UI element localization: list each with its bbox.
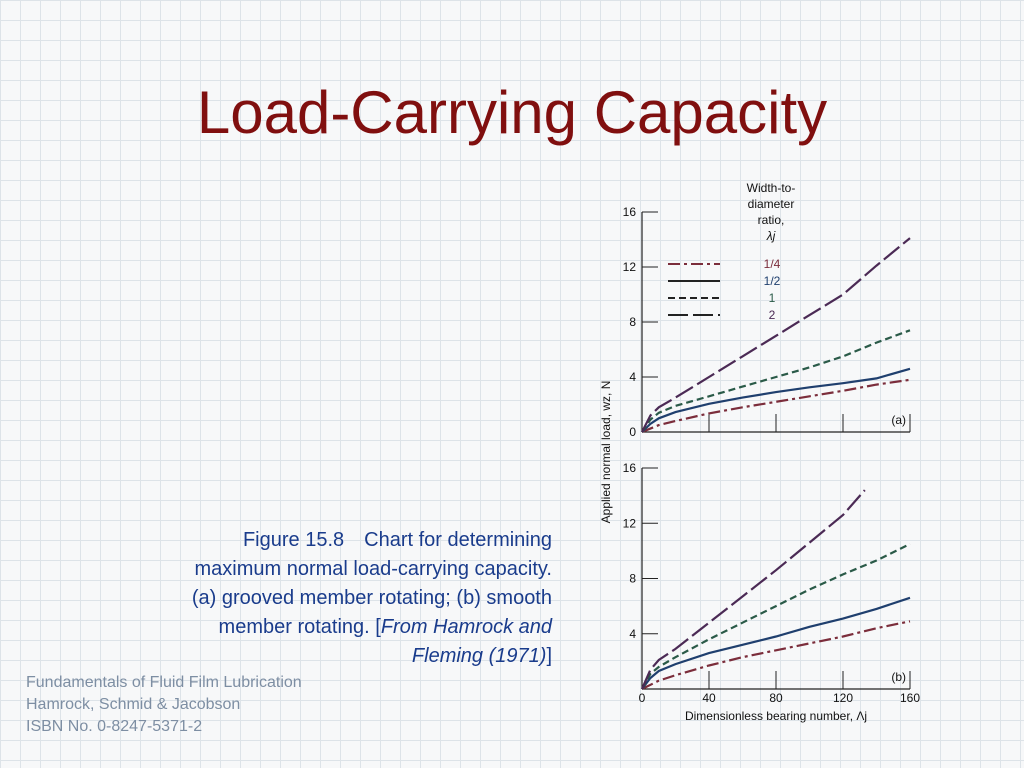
series-line-1: [641, 543, 911, 690]
caption-text: member rotating. [: [218, 616, 381, 638]
caption-bracket: ]: [546, 645, 552, 667]
legend-title: diameter: [748, 197, 795, 211]
x-tick-label: 80: [769, 691, 783, 705]
caption-source: Fleming (1971): [411, 645, 547, 667]
caption-line: Fleming (1971)]: [100, 642, 552, 671]
series-line-1-4: [641, 378, 911, 434]
x-tick-label: 0: [639, 691, 646, 705]
y-tick-label: 0: [629, 425, 636, 439]
x-tick-label: 120: [833, 691, 853, 705]
caption-line: maximum normal load-carrying capacity.: [194, 558, 552, 580]
y-tick-label: 16: [623, 461, 637, 475]
x-axis-label: Dimensionless bearing number, Λj: [685, 709, 867, 723]
series-line-1: [641, 329, 911, 433]
x-tick-label: 160: [900, 691, 920, 705]
footer: Fundamentals of Fluid Film Lubrication H…: [26, 672, 302, 738]
figure-caption: Figure 15.8 Chart for determining maximum…: [100, 526, 552, 671]
legend-title: Width-to-: [747, 181, 796, 195]
legend-label: 2: [769, 308, 776, 322]
caption-text: Chart for determining: [364, 529, 552, 551]
y-tick-label: 16: [623, 205, 637, 219]
footer-book-title: Fundamentals of Fluid Film Lubrication: [26, 674, 302, 691]
caption-line: member rotating. [From Hamrock and: [100, 613, 552, 642]
slide-title: Load-Carrying Capacity: [196, 79, 828, 146]
legend-title: λj: [766, 229, 776, 243]
legend-title: ratio,: [758, 213, 785, 227]
footer-authors: Hamrock, Schmid & Jacobson: [26, 696, 241, 713]
series-line-1-4: [641, 620, 911, 690]
y-tick-label: 12: [623, 516, 637, 530]
caption-source: From Hamrock and: [380, 616, 552, 638]
caption-line: Figure 15.8 Chart for determining: [100, 526, 552, 555]
series-line-1-2: [641, 596, 911, 690]
series-line-1-2: [641, 367, 911, 433]
footer-isbn: ISBN No. 0-8247-5371-2: [26, 718, 203, 735]
legend-label: 1/2: [764, 274, 781, 288]
y-tick-label: 12: [623, 260, 637, 274]
legend-label: 1/4: [764, 257, 781, 271]
caption-line: (a) grooved member rotating; (b) smooth: [191, 587, 552, 609]
panel-label: (a): [891, 413, 906, 427]
y-tick-label: 4: [629, 370, 636, 384]
panel-label: (b): [891, 670, 906, 684]
x-tick-label: 40: [702, 691, 716, 705]
series-line-2: [641, 237, 911, 433]
y-tick-label: 8: [629, 315, 636, 329]
y-tick-label: 4: [629, 627, 636, 641]
y-axis-label: Applied normal load, wz, N: [599, 381, 613, 524]
legend-label: 1: [769, 291, 776, 305]
figure-number: Figure 15.8: [242, 529, 345, 551]
series-line-2: [640, 489, 866, 690]
y-tick-label: 8: [629, 572, 636, 586]
